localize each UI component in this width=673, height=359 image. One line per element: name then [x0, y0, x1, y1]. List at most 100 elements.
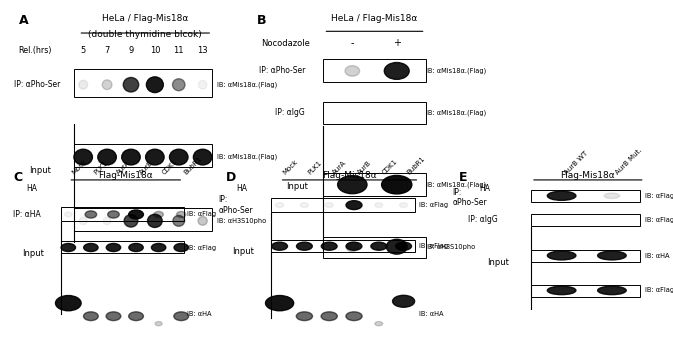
Text: IP: αPho-Ser: IP: αPho-Ser — [14, 80, 61, 89]
Text: Input: Input — [233, 247, 254, 256]
Text: IB: αHA: IB: αHA — [187, 311, 212, 317]
Text: Mock: Mock — [71, 158, 87, 175]
Ellipse shape — [396, 242, 411, 250]
Ellipse shape — [83, 243, 98, 252]
Bar — [271, 240, 415, 252]
Bar — [531, 190, 641, 202]
Text: IB: αHA: IB: αHA — [645, 252, 669, 258]
Bar — [61, 208, 184, 222]
Ellipse shape — [321, 242, 337, 250]
Text: IB: αMis18α.(Flag): IB: αMis18α.(Flag) — [425, 109, 486, 116]
Text: IB: αFlag: IB: αFlag — [419, 202, 448, 208]
Text: BubR1: BubR1 — [183, 155, 204, 175]
Ellipse shape — [108, 211, 119, 218]
Ellipse shape — [346, 242, 359, 252]
Bar — [531, 214, 641, 226]
Text: 5: 5 — [81, 46, 86, 55]
Ellipse shape — [98, 149, 116, 165]
Text: IP: αPho-Ser: IP: αPho-Ser — [259, 66, 306, 75]
Text: B: B — [257, 14, 267, 27]
Text: 10: 10 — [149, 46, 160, 55]
Text: Input: Input — [487, 257, 509, 267]
Ellipse shape — [598, 251, 626, 260]
Bar — [324, 102, 425, 123]
Ellipse shape — [338, 176, 367, 194]
Text: IB: αH3S10pho: IB: αH3S10pho — [425, 244, 475, 250]
Bar — [324, 237, 425, 258]
Text: PLK1: PLK1 — [307, 159, 323, 175]
Ellipse shape — [155, 322, 162, 326]
Text: Input: Input — [286, 182, 308, 191]
Text: E: E — [459, 171, 467, 183]
Text: IB: αFlag: IB: αFlag — [645, 216, 673, 223]
Text: BubR1: BubR1 — [406, 155, 426, 175]
Ellipse shape — [147, 214, 162, 228]
Text: IP:
αPho-Ser: IP: αPho-Ser — [219, 195, 253, 215]
Ellipse shape — [346, 312, 362, 321]
Text: IB: αMis18α.(Flag): IB: αMis18α.(Flag) — [425, 181, 486, 188]
Text: PLK1: PLK1 — [93, 159, 109, 175]
Text: +: + — [393, 38, 400, 48]
Text: IB: αMis18α.(Flag): IB: αMis18α.(Flag) — [217, 154, 277, 160]
Text: 13: 13 — [197, 46, 208, 55]
Text: IB: αH3S10pho: IB: αH3S10pho — [217, 218, 267, 224]
Ellipse shape — [272, 242, 287, 250]
Ellipse shape — [547, 286, 576, 295]
Ellipse shape — [129, 210, 143, 219]
Ellipse shape — [74, 149, 92, 165]
Bar — [324, 173, 425, 196]
Ellipse shape — [174, 243, 188, 252]
Text: IB: αFlag: IB: αFlag — [187, 244, 217, 251]
Text: Flag-Mis18α: Flag-Mis18α — [98, 171, 153, 180]
Text: IB: αFlag: IB: αFlag — [645, 193, 673, 199]
Ellipse shape — [296, 312, 312, 321]
Ellipse shape — [122, 149, 140, 165]
Ellipse shape — [346, 201, 362, 210]
Ellipse shape — [103, 217, 111, 225]
Text: Nocodazole: Nocodazole — [261, 39, 310, 48]
Ellipse shape — [173, 215, 184, 226]
Ellipse shape — [392, 295, 415, 307]
Ellipse shape — [345, 66, 359, 76]
Ellipse shape — [193, 149, 212, 165]
Text: HeLa / Flag-Mis18α: HeLa / Flag-Mis18α — [331, 14, 418, 23]
Ellipse shape — [147, 77, 164, 93]
Ellipse shape — [375, 203, 383, 208]
Ellipse shape — [79, 217, 87, 225]
Ellipse shape — [176, 211, 186, 218]
Ellipse shape — [386, 239, 407, 254]
Text: Input: Input — [29, 166, 51, 176]
Ellipse shape — [83, 312, 98, 321]
Bar — [73, 144, 212, 167]
Ellipse shape — [65, 212, 72, 217]
Ellipse shape — [129, 312, 143, 321]
Ellipse shape — [547, 191, 576, 200]
Text: AurB: AurB — [356, 159, 372, 175]
Ellipse shape — [199, 80, 207, 89]
Bar — [324, 59, 425, 82]
Bar — [531, 250, 641, 262]
Text: IB: αMis18α.(Flag): IB: αMis18α.(Flag) — [217, 81, 277, 88]
Text: IP:
αPho-Ser: IP: αPho-Ser — [452, 188, 487, 208]
Text: Mock: Mock — [282, 158, 299, 175]
Bar — [531, 285, 641, 297]
Ellipse shape — [172, 79, 185, 91]
Ellipse shape — [382, 176, 412, 194]
Text: D: D — [225, 171, 236, 183]
Ellipse shape — [325, 203, 333, 208]
Ellipse shape — [371, 242, 387, 250]
Bar — [61, 241, 184, 253]
Text: -: - — [351, 38, 354, 48]
Text: AurB WT: AurB WT — [564, 150, 590, 175]
Text: IB: αMis18α.(Flag): IB: αMis18α.(Flag) — [425, 68, 486, 74]
Text: IB: αFlag: IB: αFlag — [645, 288, 673, 293]
Text: HA: HA — [236, 184, 247, 193]
Ellipse shape — [547, 251, 576, 260]
Text: C: C — [13, 171, 22, 183]
Text: A: A — [19, 14, 28, 27]
Text: HA: HA — [480, 184, 491, 193]
Text: IB: αFlag: IB: αFlag — [419, 243, 448, 249]
Ellipse shape — [400, 203, 408, 208]
Ellipse shape — [266, 295, 293, 311]
Ellipse shape — [106, 312, 121, 321]
